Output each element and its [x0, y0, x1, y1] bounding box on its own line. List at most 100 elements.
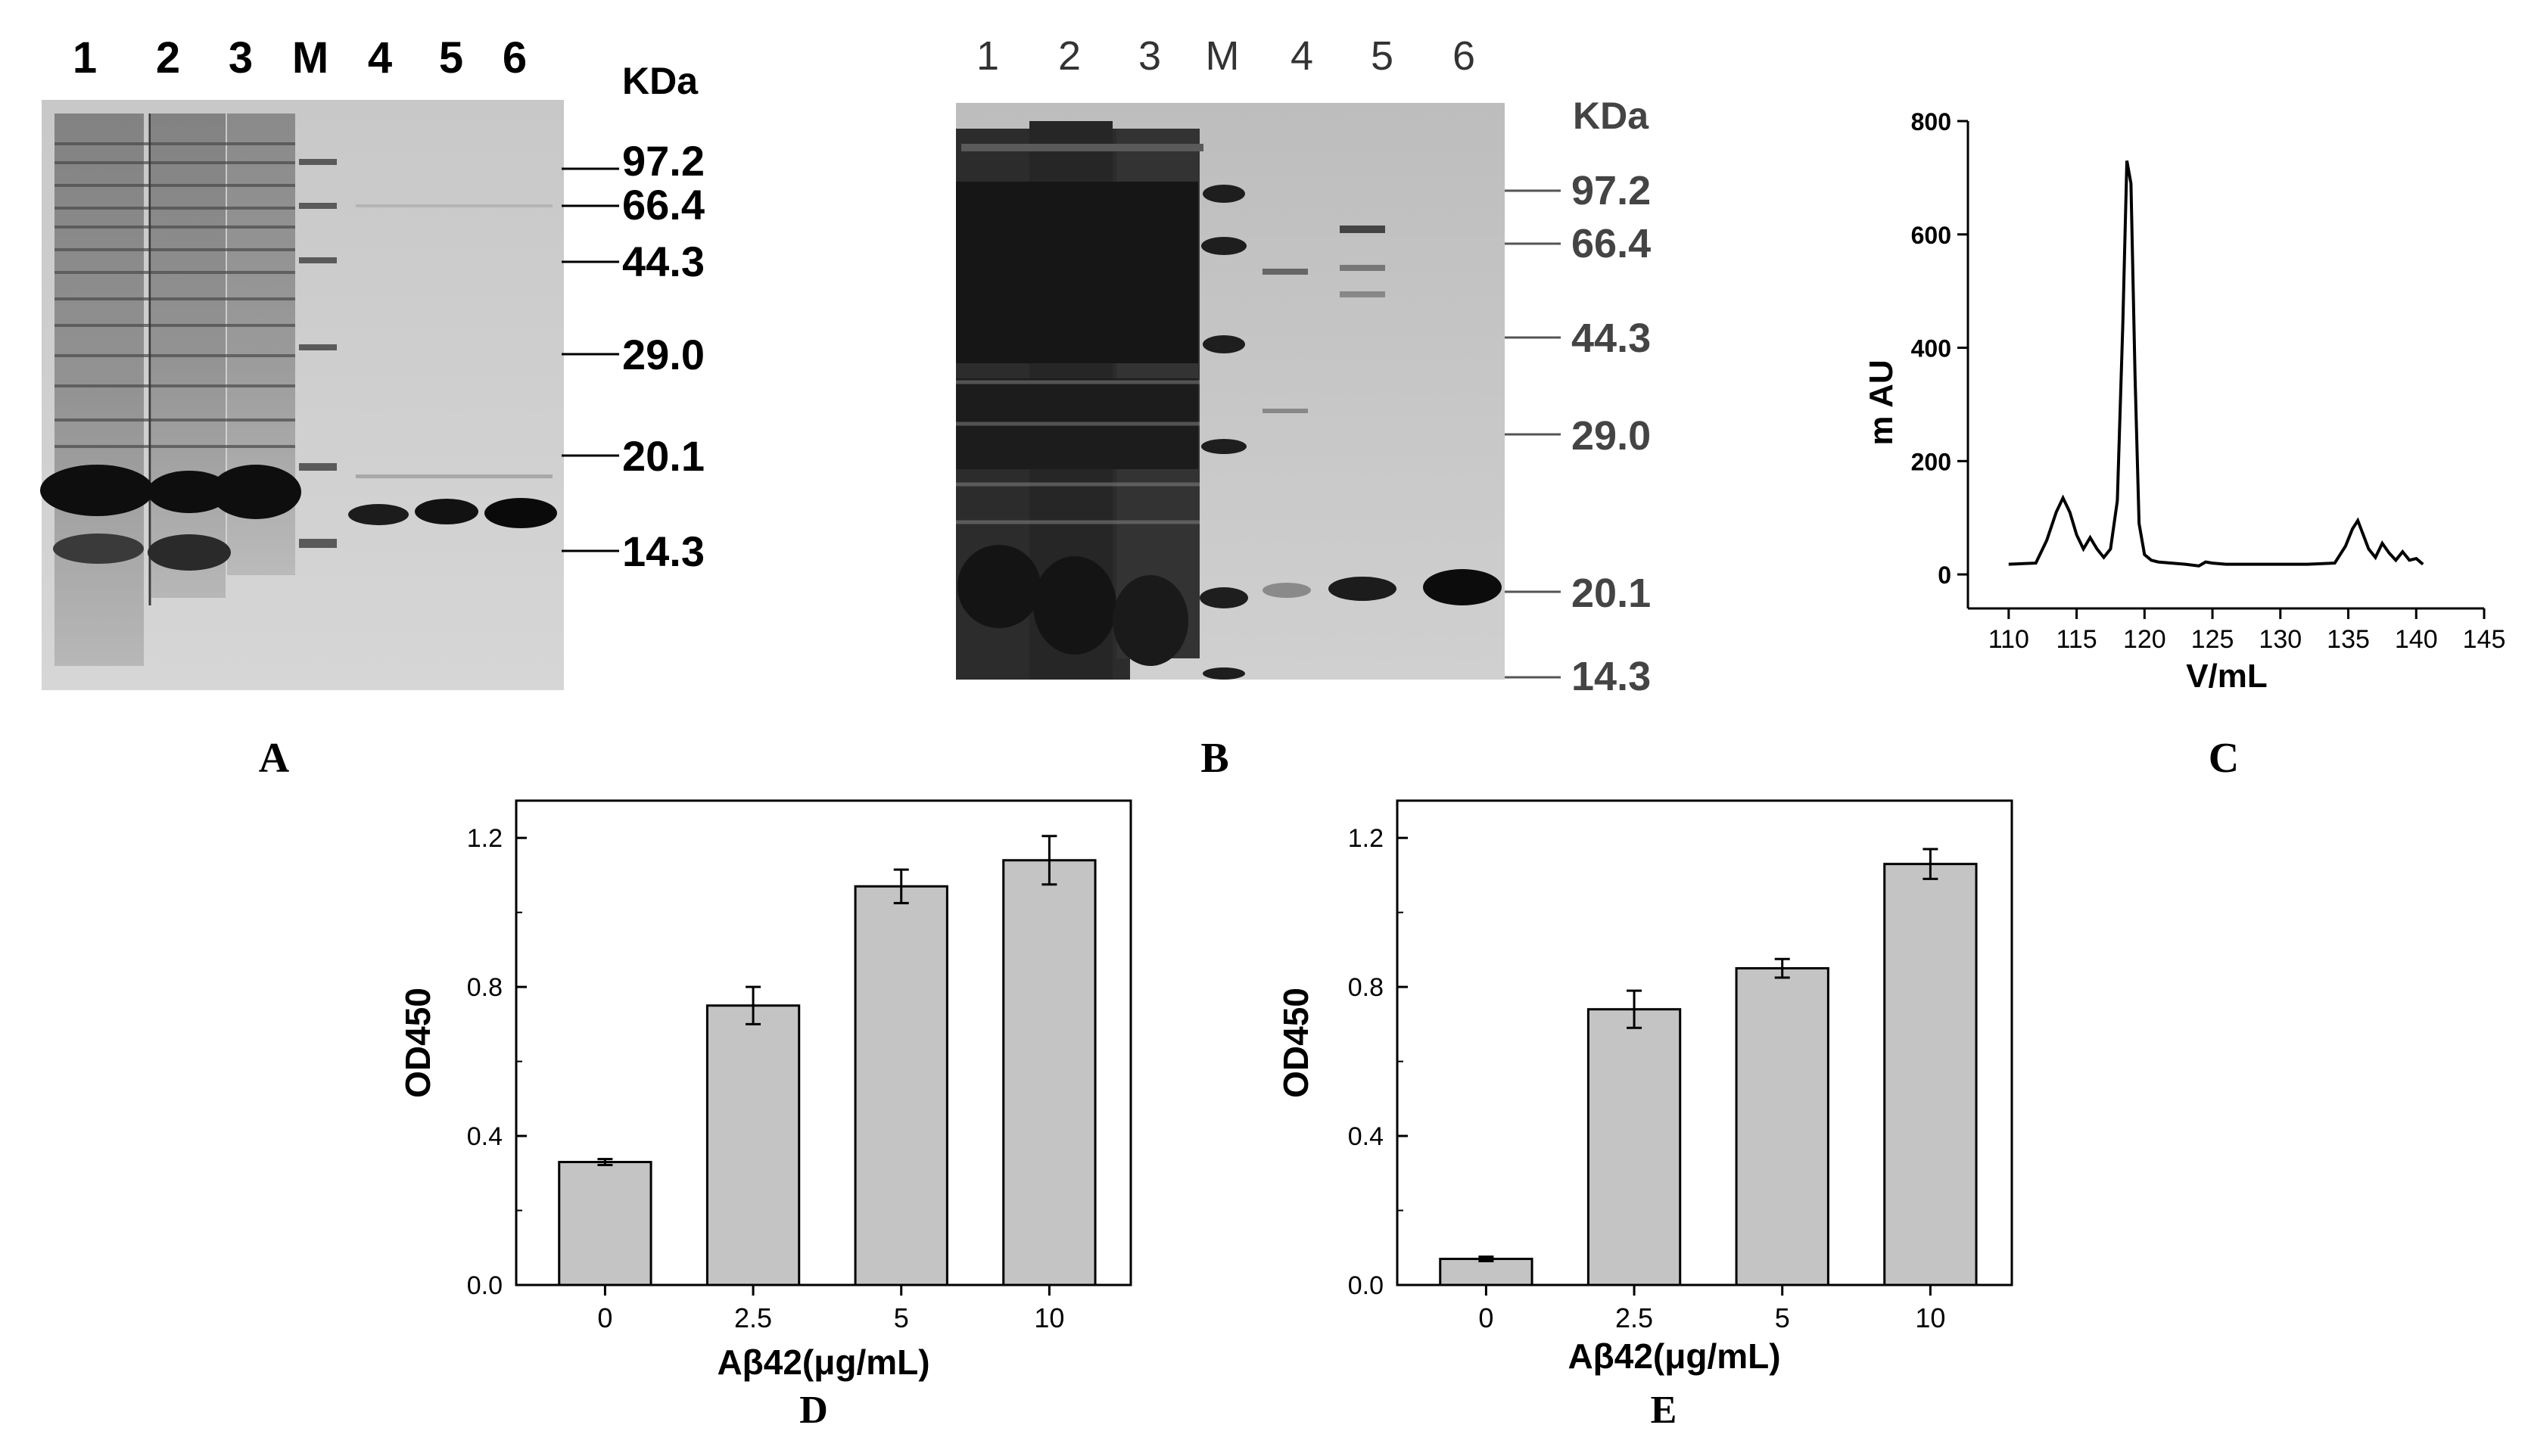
chart-d-x-ticks: 0 2.5 5 10 — [597, 1285, 1064, 1333]
chart-e-x-tick-label: 5 — [1775, 1302, 1790, 1333]
gel-a-marker-labels: 97.2 66.4 44.3 29.0 20.1 14.3 — [562, 137, 705, 575]
gel-a-lane-label: 1 — [73, 33, 97, 82]
gel-b-lane-label: 5 — [1371, 33, 1393, 79]
chart-c-x-ticks: 110 115 120 125 130 135 140 145 — [1988, 608, 2505, 654]
gel-a-purified-bands — [348, 204, 557, 528]
chart-d-y-tick-label: 0.8 — [467, 973, 503, 1002]
gel-b-marker-value: 97.2 — [1571, 168, 1651, 213]
chart-e-y-tick-label: 1.2 — [1348, 824, 1384, 853]
panel-c-caption: C — [2209, 735, 2239, 782]
chart-d-error-bar — [746, 985, 761, 1025]
chart-d-bar — [854, 885, 948, 1286]
gel-a-lane-label: 6 — [503, 33, 527, 82]
gel-b-marker-value: 44.3 — [1571, 316, 1651, 361]
gel-b-lane-label: 6 — [1452, 33, 1475, 79]
chart-c-y-ticks: 0 200 400 600 800 — [1911, 108, 1968, 589]
chart-d-y-tick-label: 0.0 — [467, 1271, 503, 1300]
panel-a-gel: 1 2 3 M 4 5 6 KDa 97.2 66.4 44.3 29.0 — [40, 33, 705, 782]
gel-b-lane-label: 2 — [1058, 33, 1081, 79]
gel-a-marker-value: 20.1 — [622, 432, 705, 480]
panel-a-caption: A — [259, 735, 290, 782]
chart-e-error-bar — [1774, 957, 1790, 979]
panel-e-caption: E — [1651, 1389, 1677, 1432]
gel-a-marker-value: 97.2 — [622, 137, 705, 185]
chart-e-error-bar — [1478, 1255, 1494, 1262]
chart-e-y-tick-label: 0.0 — [1348, 1271, 1384, 1300]
chart-d-error-bar — [1041, 835, 1057, 886]
gel-a-lane-label: 2 — [156, 33, 180, 82]
chart-d-x-tick-label: 5 — [894, 1302, 909, 1333]
chart-c-y-tick-label: 200 — [1911, 448, 1951, 475]
gel-b-lane-label: 4 — [1291, 33, 1313, 79]
chart-d-bars — [558, 835, 1097, 1286]
chart-e-y-label: OD450 — [1276, 988, 1315, 1098]
gel-a-lane-labels: 1 2 3 M 4 5 6 — [73, 33, 527, 82]
gel-b-lane-label: 1 — [976, 33, 999, 79]
chart-d-bar — [705, 1004, 801, 1286]
gel-b-sample-smears — [956, 121, 1203, 680]
chart-d-bar — [558, 1161, 652, 1286]
chart-d-bar — [1002, 859, 1097, 1286]
chart-d-x-tick-label: 0 — [597, 1302, 612, 1333]
gel-a-lane-label: M — [292, 33, 328, 82]
chart-e-frame — [1396, 799, 2013, 1286]
gel-b-purified-lanes — [1262, 226, 1502, 605]
panel-b-caption: B — [1200, 735, 1228, 782]
chart-e-x-tick-label: 10 — [1915, 1302, 1945, 1333]
chart-c-y-label: m AU — [1863, 359, 1900, 445]
chart-e-bar — [1883, 863, 1978, 1286]
gel-b-marker-value: 66.4 — [1571, 221, 1651, 266]
gel-b-lane-labels: 1 2 3 M 4 5 6 — [976, 33, 1475, 79]
chart-e-y-tick-label: 0.4 — [1348, 1122, 1384, 1151]
chart-e-x-label: Aβ42(μg/mL) — [1568, 1336, 1780, 1376]
gel-b-marker-value: 14.3 — [1571, 654, 1651, 699]
gel-a-lane-label: 4 — [368, 33, 392, 82]
chart-e-x-ticks: 0 2.5 5 10 — [1478, 1285, 1945, 1333]
chart-d-y-ticks: 0.0 0.4 0.8 1.2 — [467, 824, 527, 1300]
chart-e-bars — [1439, 848, 1978, 1286]
chart-c-series-line — [2008, 160, 2424, 568]
chart-c-y-tick-label: 400 — [1911, 335, 1951, 362]
chart-c-y-tick-label: 600 — [1911, 222, 1951, 249]
chart-e-error-bar — [1923, 848, 1938, 880]
chart-e-bar — [1586, 1008, 1682, 1286]
gel-a-marker-value: 66.4 — [622, 181, 705, 229]
chart-c-y-tick-label: 0 — [1938, 562, 1951, 589]
chart-e-x-tick-label: 0 — [1478, 1302, 1493, 1333]
chart-d-x-tick-label: 10 — [1034, 1302, 1064, 1333]
gel-a-lane-label: 3 — [229, 33, 253, 82]
gel-b-lane-label: 3 — [1138, 33, 1161, 79]
chart-c-x-label: V/mL — [2186, 658, 2268, 695]
panel-d-caption: D — [799, 1389, 828, 1432]
panel-c-chromatogram: 0 200 400 600 800 110 115 120 125 130 135 140 145 V… — [1863, 108, 2505, 782]
panel-b-gel: 1 2 3 M 4 5 6 KDa 97.2 66.4 44.3 29.0 — [956, 33, 1651, 782]
gel-a-marker-value: 14.3 — [622, 527, 705, 575]
gel-b-lane-label: M — [1206, 33, 1240, 79]
gel-a-marker-value: 44.3 — [622, 238, 705, 285]
gel-a-lane-label: 5 — [439, 33, 463, 82]
chart-c-x-tick-label: 125 — [2191, 625, 2234, 654]
panel-e-bar-chart: 0.0 0.4 0.8 1.2 0 2.5 5 10 Aβ42(μg/mL) OD450 E — [1276, 799, 2013, 1432]
chart-d-x-tick-label: 2.5 — [734, 1302, 772, 1333]
chart-d-x-label: Aβ42(μg/mL) — [717, 1342, 929, 1382]
chart-c-x-tick-label: 140 — [2395, 625, 2438, 654]
chart-e-x-tick-label: 2.5 — [1615, 1302, 1653, 1333]
chart-d-y-label: OD450 — [398, 988, 437, 1098]
chart-e-error-bar — [1627, 989, 1642, 1029]
chart-d-error-bar — [597, 1158, 613, 1166]
chart-c-x-tick-label: 120 — [2123, 625, 2166, 654]
gel-a-unit-label: KDa — [622, 60, 699, 102]
gel-a-marker-value: 29.0 — [622, 331, 705, 378]
chart-e-bar — [1735, 967, 1829, 1286]
chart-d-y-tick-label: 0.4 — [467, 1122, 503, 1151]
chart-c-x-tick-label: 115 — [2056, 625, 2097, 654]
chart-e-bar — [1439, 1258, 1533, 1286]
chart-e-y-tick-label: 0.8 — [1348, 973, 1384, 1002]
gel-a-overexpression-bands — [40, 465, 301, 571]
chart-c-y-tick-label: 800 — [1911, 108, 1951, 135]
chart-c-x-tick-label: 130 — [2259, 625, 2302, 654]
gel-b-unit-label: KDa — [1573, 95, 1649, 137]
chart-d-error-bar — [893, 868, 909, 904]
panel-d-bar-chart: 0.0 0.4 0.8 1.2 0 2.5 5 10 Aβ42(μg/mL) OD450 D — [398, 799, 1132, 1432]
